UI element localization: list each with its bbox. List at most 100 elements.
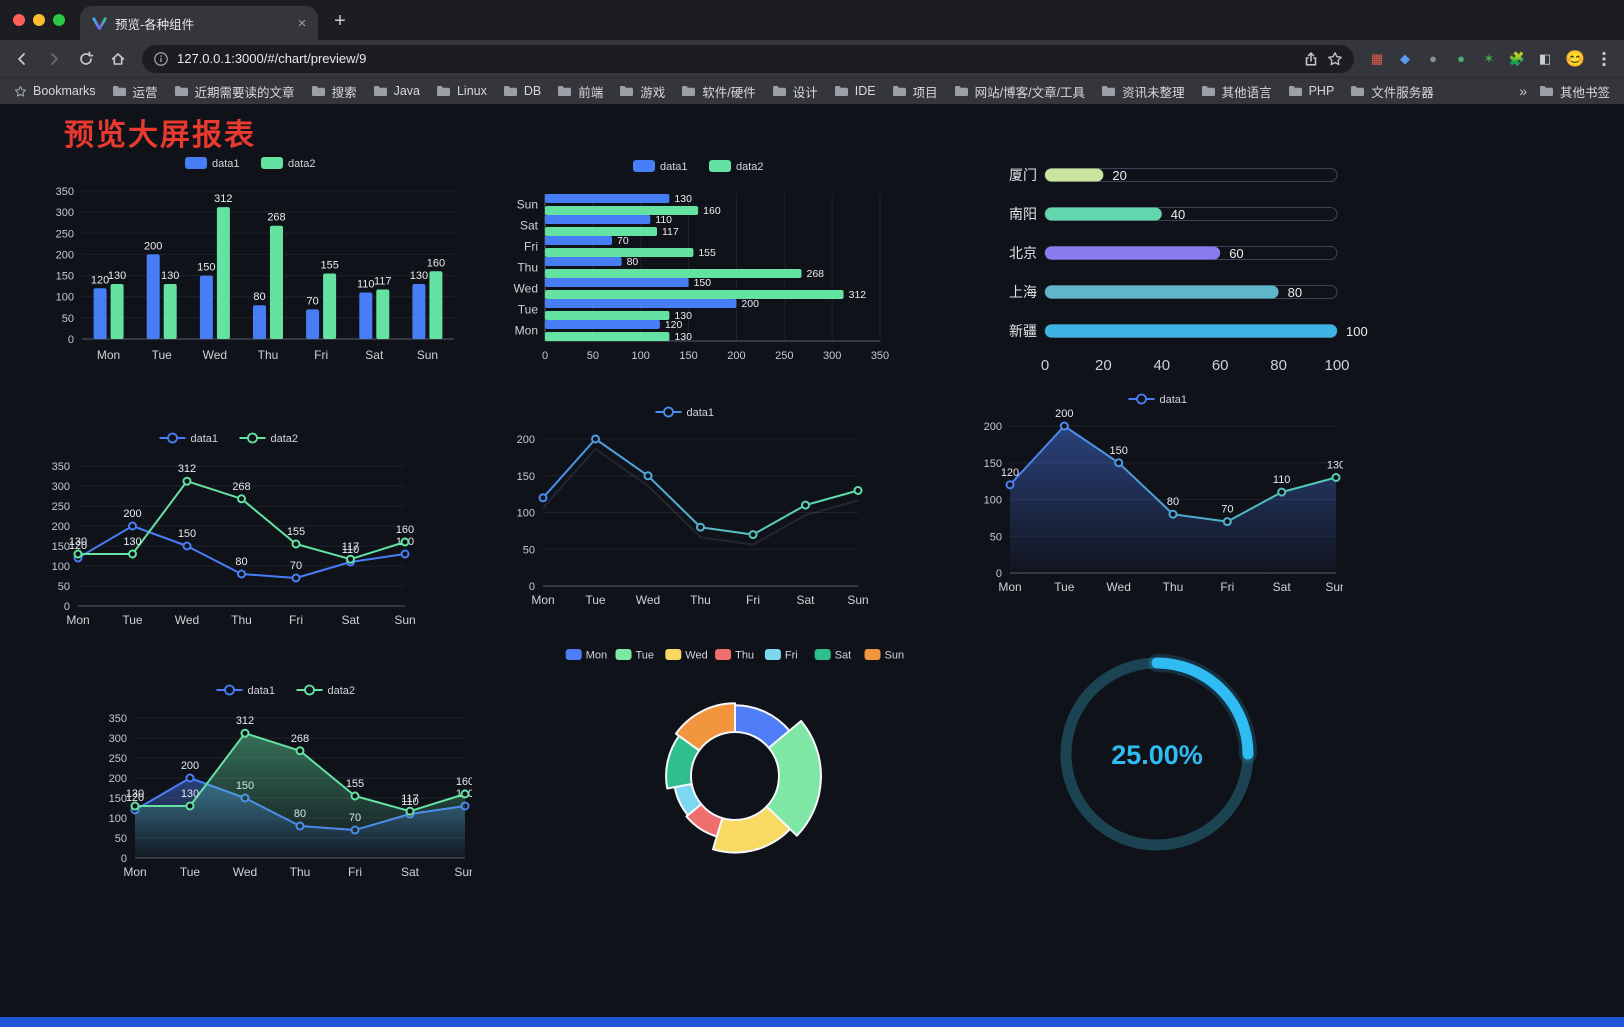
- svg-text:130: 130: [161, 270, 179, 282]
- svg-text:250: 250: [56, 228, 74, 240]
- page-content: 预览大屏报表 0 50 100 150 200 250 300 350 Mon 120 130 Tue…: [0, 104, 1624, 1027]
- svg-text:300: 300: [52, 481, 70, 493]
- bookmark-folder-item[interactable]: 游戏: [619, 82, 665, 101]
- bookmark-folder-item[interactable]: IDE: [834, 84, 876, 98]
- zoom-window-button[interactable]: [53, 14, 65, 26]
- svg-text:200: 200: [984, 421, 1002, 433]
- bookmark-folder-item[interactable]: 文件服务器: [1350, 82, 1434, 101]
- bookmark-folder-item[interactable]: 网站/博客/文章/工具: [954, 82, 1085, 101]
- svg-text:200: 200: [741, 298, 759, 310]
- svg-text:350: 350: [56, 186, 74, 198]
- svg-text:Sun: Sun: [454, 865, 472, 879]
- extension-puzzle-icon[interactable]: 🧩: [1508, 50, 1526, 66]
- svg-text:0: 0: [542, 350, 548, 362]
- bookmark-folder-item[interactable]: 搜索: [311, 82, 357, 101]
- site-info-icon[interactable]: [153, 51, 169, 67]
- svg-text:120: 120: [665, 319, 683, 331]
- close-window-button[interactable]: [13, 14, 25, 26]
- bookmark-folder-item[interactable]: 近期需要读的文章: [174, 82, 295, 101]
- extension-circle-dark-icon[interactable]: ●: [1429, 51, 1437, 66]
- folder-icon: [954, 85, 969, 97]
- svg-text:350: 350: [52, 461, 70, 473]
- chart-legend[interactable]: data1 data2: [633, 160, 764, 173]
- chart-grouped-bar[interactable]: 0 50 100 150 200 250 300 350 Mon 120 130 Tue 200 130 W…: [36, 149, 470, 377]
- forward-button[interactable]: [40, 45, 68, 73]
- svg-text:150: 150: [197, 262, 215, 274]
- chart-legend[interactable]: data1: [1128, 393, 1188, 406]
- other-bookmarks-folder[interactable]: 其他书签: [1539, 82, 1610, 101]
- svg-text:0: 0: [996, 568, 1002, 580]
- bookmark-folder-item[interactable]: Linux: [436, 84, 487, 98]
- svg-text:110: 110: [357, 278, 375, 290]
- folder-icon: [1350, 85, 1365, 97]
- bookmark-folder-item[interactable]: PHP: [1288, 84, 1334, 98]
- home-button[interactable]: [104, 45, 132, 73]
- chart-legend[interactable]: data1 data2: [185, 157, 316, 170]
- svg-text:Fri: Fri: [348, 865, 362, 879]
- new-tab-button[interactable]: +: [334, 10, 346, 32]
- chart-two-series-area-line[interactable]: 0 50 100 150 200 250 300 350 Mon Tue Wed Thu Fri Sat S…: [105, 676, 472, 894]
- chart-svg: Mon Tue Wed Thu Fri Sat Sun: [565, 649, 904, 854]
- svg-text:data1: data1: [687, 407, 715, 419]
- side-panel-icon[interactable]: ◧: [1538, 50, 1552, 66]
- svg-text:100: 100: [109, 813, 127, 825]
- svg-text:20: 20: [1095, 357, 1112, 374]
- reload-button[interactable]: [72, 45, 100, 73]
- extension-drop-icon[interactable]: ◆: [1400, 50, 1410, 66]
- svg-text:312: 312: [849, 289, 867, 301]
- chart-city-progress[interactable]: 厦门 20 南阳 40 北京 60 上海 80 新疆 100 0 20 40 60 80 100: [985, 159, 1377, 394]
- back-button[interactable]: [8, 45, 36, 73]
- menu-kebab-icon[interactable]: [1592, 46, 1616, 72]
- extension-star-icon[interactable]: ✶: [1483, 50, 1495, 66]
- chart-legend[interactable]: data1: [655, 406, 715, 419]
- svg-text:Fri: Fri: [785, 650, 798, 662]
- bookmark-star-icon[interactable]: [1327, 51, 1343, 67]
- tab-close-icon[interactable]: ×: [297, 14, 307, 32]
- svg-text:200: 200: [123, 508, 141, 520]
- bookmark-folder-item[interactable]: Java: [373, 84, 420, 98]
- svg-text:新疆: 新疆: [1009, 323, 1037, 339]
- svg-text:20: 20: [1112, 168, 1126, 183]
- bookmark-folder-item[interactable]: 运营: [112, 82, 158, 101]
- svg-text:155: 155: [320, 259, 338, 271]
- svg-text:130: 130: [410, 270, 428, 282]
- bookmark-folder-item[interactable]: 资讯未整理: [1101, 82, 1185, 101]
- bookmark-folder-item[interactable]: 项目: [892, 82, 938, 101]
- bookmark-folder-item[interactable]: 其他语言: [1201, 82, 1272, 101]
- chart-legend[interactable]: data1 data2: [216, 684, 356, 697]
- bookmark-folder-item[interactable]: 软件/硬件: [681, 82, 756, 101]
- bookmark-folder-item[interactable]: DB: [503, 84, 541, 98]
- share-icon[interactable]: [1303, 51, 1319, 67]
- svg-text:Wed: Wed: [233, 865, 257, 879]
- svg-text:0: 0: [64, 601, 70, 613]
- bookmark-folder-item[interactable]: 设计: [772, 82, 818, 101]
- svg-text:150: 150: [109, 793, 127, 805]
- svg-text:Mon: Mon: [586, 650, 607, 662]
- svg-text:80: 80: [235, 556, 247, 568]
- svg-text:155: 155: [698, 247, 716, 259]
- svg-text:50: 50: [62, 313, 74, 325]
- chart-line-two-series[interactable]: 0 50 100 150 200 250 300 350 Mon Tue Wed Thu Fri Sat S…: [48, 424, 415, 642]
- svg-text:Fri: Fri: [524, 240, 538, 254]
- svg-text:data1: data1: [1160, 394, 1188, 406]
- chart-area-line[interactable]: 0 50 100 150 200 Mon Tue Wed Thu Fri Sat Sun 120 200 1…: [978, 389, 1343, 601]
- folder-icon: [503, 85, 518, 97]
- bookmarks-overflow-chevron[interactable]: »: [1519, 83, 1527, 99]
- profile-avatar[interactable]: 😊: [1565, 50, 1585, 68]
- browser-tab[interactable]: 预览-各种组件 ×: [80, 6, 318, 40]
- address-bar[interactable]: 127.0.0.1:3000/#/chart/preview/9: [142, 44, 1354, 73]
- bookmark-folder-item[interactable]: 前端: [557, 82, 603, 101]
- bookmarks-root-item[interactable]: Bookmarks: [14, 84, 96, 98]
- chart-legend[interactable]: data1 data2: [159, 432, 299, 445]
- svg-text:Mon: Mon: [97, 348, 120, 362]
- extension-circle-green-icon[interactable]: ●: [1457, 51, 1465, 66]
- chart-grouped-horizontal-bar[interactable]: 0 50 100 150 200 250 300 350 Mon 120 130 Tue 200 130 W…: [505, 154, 897, 379]
- svg-text:50: 50: [58, 581, 70, 593]
- extensions-area: ▦ ◆ ● ● ✶ 🧩 ◧: [1364, 46, 1558, 72]
- chart-percent-gauge[interactable]: 25.00%: [1052, 649, 1262, 864]
- chart-gradient-line[interactable]: 0 50 100 150 200 Mon Tue Wed Thu Fri Sat Sun data1: [505, 399, 870, 609]
- extension-grid-icon[interactable]: ▦: [1370, 50, 1384, 66]
- chart-rose-pie[interactable]: Mon Tue Wed Thu Fri Sat Sun: [550, 639, 920, 889]
- minimize-window-button[interactable]: [33, 14, 45, 26]
- bookmarks-bar: Bookmarks 运营 近期需要读的文章 搜索 Java Linux DB 前端 游戏 软件/…: [0, 77, 1624, 104]
